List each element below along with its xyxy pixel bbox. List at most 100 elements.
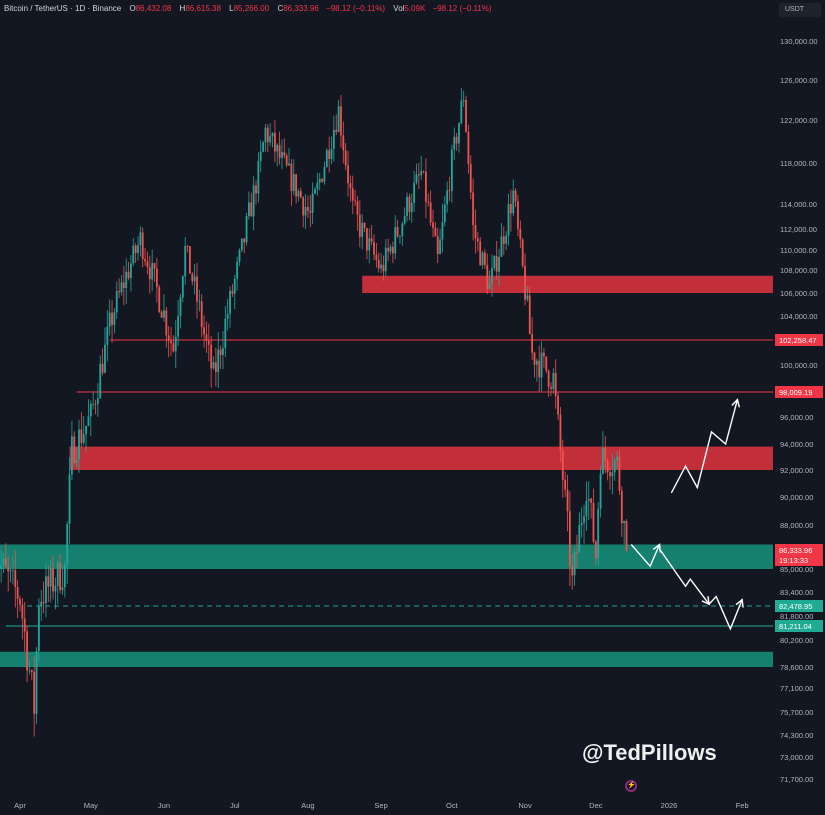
candle-body — [12, 570, 14, 571]
candle-body — [540, 352, 543, 378]
candle-body — [318, 178, 321, 183]
price-tick-label: 114,000.00 — [780, 200, 817, 209]
candle-body — [134, 245, 137, 254]
candle-body — [606, 460, 609, 473]
candle-body — [250, 202, 253, 217]
price-tick-label: 112,000.00 — [780, 225, 817, 234]
candle-body — [19, 598, 21, 605]
candle-body — [401, 223, 404, 236]
candle-body — [94, 403, 97, 405]
candle-body — [561, 450, 564, 481]
candle-body — [16, 587, 19, 599]
candle-body — [488, 283, 491, 289]
candle-body — [7, 566, 10, 572]
candle-body — [528, 295, 531, 334]
scenario-arrow-bearish-c — [708, 595, 743, 631]
candle-body — [585, 500, 588, 517]
close-label: C — [277, 4, 284, 13]
level-price-tag: 102,258.47 — [779, 336, 817, 345]
volume-change: −98.12 (−0.11%) — [432, 4, 492, 13]
candle-body — [151, 263, 154, 280]
candle-body — [472, 192, 475, 226]
candle-body — [148, 267, 151, 280]
price-tick-label: 73,000.00 — [780, 753, 813, 762]
time-tick-label: Sep — [374, 801, 387, 810]
price-tick-label: 96,000.00 — [780, 413, 813, 422]
candle-body — [307, 207, 309, 211]
candle-body — [373, 241, 375, 255]
time-tick-label: Feb — [736, 801, 749, 810]
candle-body — [441, 222, 444, 240]
candle-body — [299, 191, 302, 198]
candle-body — [54, 585, 57, 592]
price-tick-label: 130,000.00 — [780, 37, 818, 46]
candle-body — [399, 235, 401, 237]
candle-body — [290, 163, 293, 191]
level-price-tag-bg — [775, 333, 823, 346]
candle-body — [212, 362, 215, 369]
candle-body — [118, 291, 121, 293]
candle-body — [295, 174, 298, 197]
candle-body — [344, 150, 347, 166]
price-tick-label: 100,000.00 — [780, 361, 818, 370]
price-axis — [773, 0, 825, 815]
candle-body — [276, 144, 279, 152]
candle-body — [578, 525, 581, 553]
candles — [0, 88, 628, 737]
candle-body — [122, 282, 125, 289]
candle-body — [351, 188, 354, 201]
candle-body — [502, 236, 505, 244]
candle-body — [547, 370, 550, 388]
candle-body — [517, 201, 519, 229]
time-tick-label: 2026 — [661, 801, 678, 810]
price-tick-label: 78,600.00 — [780, 663, 813, 672]
candle-body — [137, 245, 139, 254]
symbol-title[interactable]: Bitcoin / TetherUS · 1D · Binance — [4, 4, 122, 13]
candle-body — [196, 276, 198, 302]
price-tick-label: 88,000.00 — [780, 521, 813, 530]
candle-body — [172, 343, 175, 352]
candle-body — [193, 276, 196, 282]
candle-body — [550, 387, 552, 389]
candle-body — [587, 498, 590, 501]
candle-body — [566, 489, 569, 512]
candle-body — [469, 163, 472, 193]
candle-body — [181, 276, 184, 298]
candle-body — [356, 201, 359, 215]
candle-body — [200, 301, 203, 328]
candle-body — [49, 568, 52, 587]
candle-body — [191, 273, 194, 282]
candle-body — [391, 246, 394, 254]
scenario-arrow-bullish — [670, 399, 739, 494]
candle-body — [602, 447, 604, 474]
candle-body — [248, 202, 250, 217]
candle-body — [576, 552, 578, 553]
candle-body — [465, 100, 467, 132]
close-value: 86,333.96 — [283, 4, 319, 13]
level-price-tag: 82,478.95 — [779, 602, 812, 611]
price-tick-label: 75,700.00 — [780, 708, 813, 717]
candle-body — [311, 193, 314, 213]
candle-body — [443, 204, 446, 223]
candle-body — [618, 456, 621, 491]
candle-body — [580, 523, 583, 526]
resistance-zone — [69, 446, 773, 470]
candle-body — [594, 541, 597, 559]
candle-body — [9, 570, 12, 572]
candle-body — [330, 148, 333, 160]
candle-body — [382, 264, 385, 272]
candle-body — [226, 313, 229, 319]
candle-body — [335, 129, 338, 132]
candle-body — [500, 236, 503, 257]
candle-body — [184, 245, 187, 277]
candle-body — [535, 360, 538, 365]
candle-body — [484, 252, 486, 265]
price-tick-label: 92,000.00 — [780, 466, 813, 475]
candle-body — [238, 250, 241, 262]
candle-body — [141, 232, 144, 260]
currency-selector[interactable]: USDT — [779, 3, 821, 17]
candle-body — [214, 362, 217, 373]
scenario-arrow-bearish-b — [658, 548, 710, 605]
